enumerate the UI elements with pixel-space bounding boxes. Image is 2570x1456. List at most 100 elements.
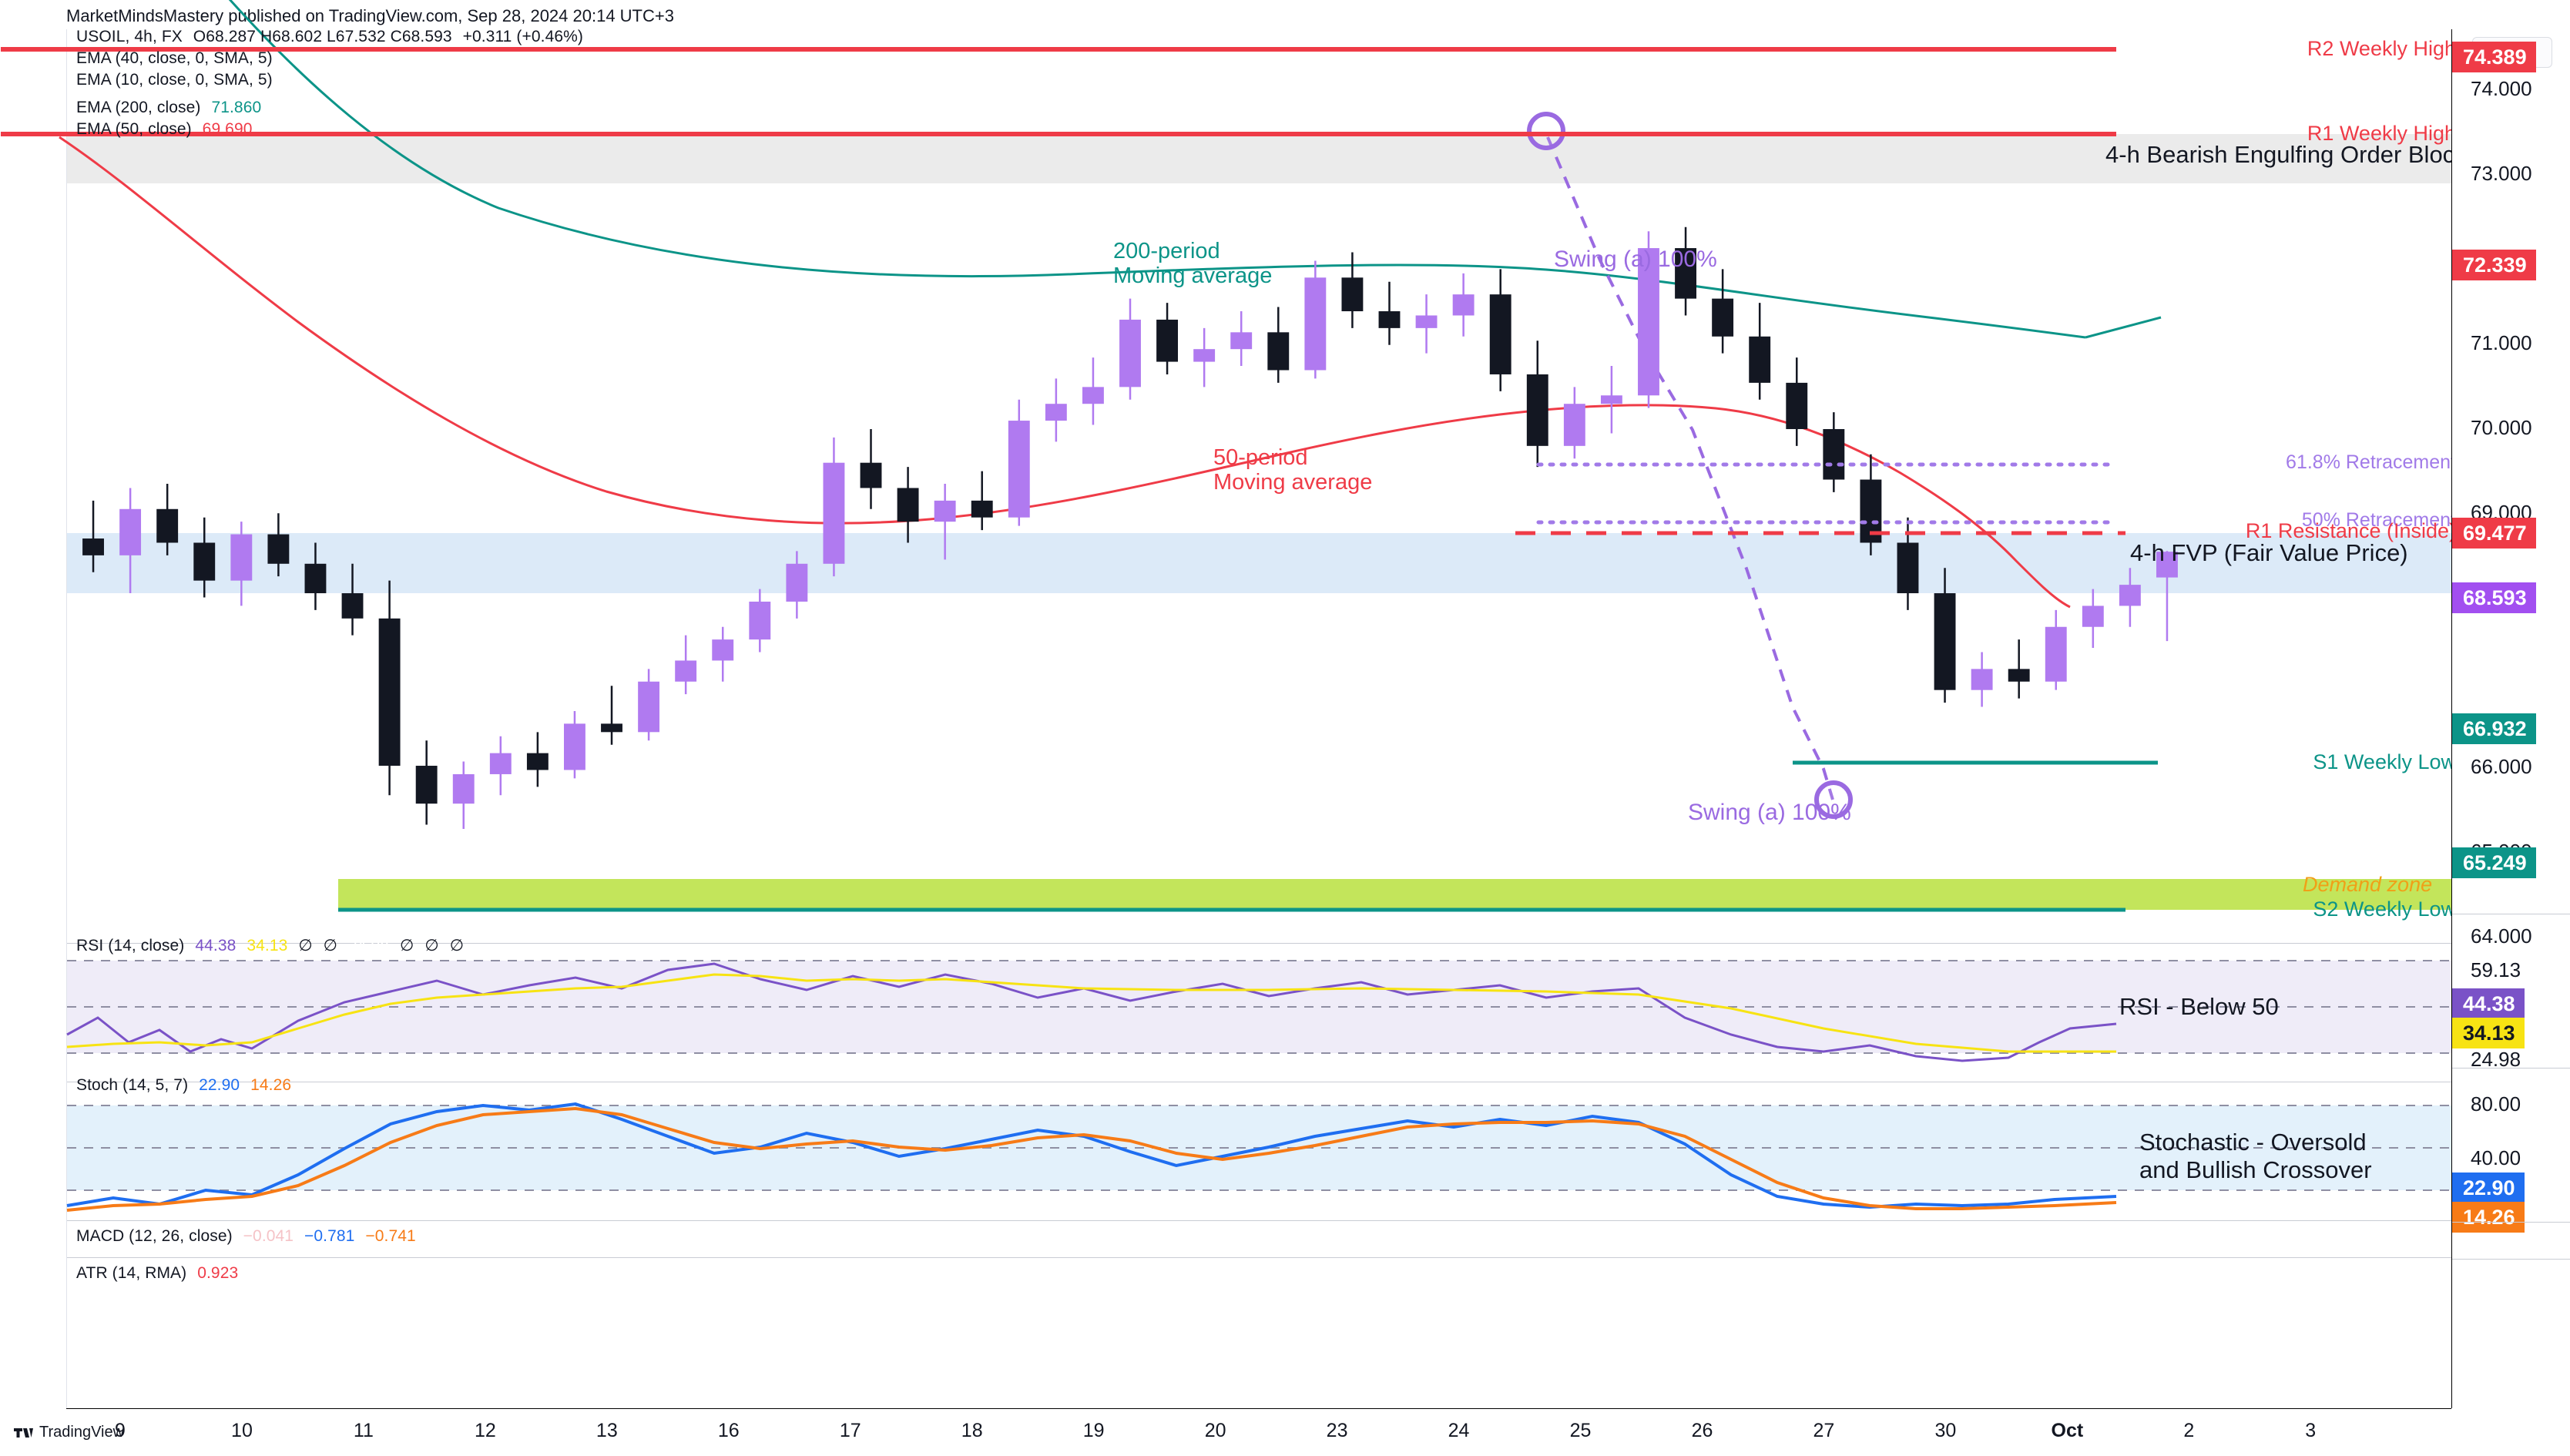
candle-body bbox=[1712, 298, 1734, 337]
time-axis-tick: 10 bbox=[231, 1420, 253, 1441]
price-chip-last-price: 68.593 bbox=[2452, 582, 2536, 613]
time-axis-tick: 16 bbox=[717, 1420, 740, 1441]
stoch-d-line bbox=[66, 1106, 2117, 1212]
candle-body bbox=[1897, 542, 1919, 594]
rsi-pane: RSI (14, close) 44.38 34.13 ∅ ∅ 24.98 ∅ … bbox=[66, 937, 2452, 1082]
candle-body bbox=[823, 462, 845, 564]
price-axis[interactable]: USD 74.000 73.000 72.000 71.000 70.000 6… bbox=[2451, 29, 2570, 1408]
symbol-name: USOIL, 4h, FX bbox=[76, 28, 183, 45]
rsi-value-6: ∅ bbox=[400, 937, 414, 954]
retracement-618-label: 61.8% Retracement bbox=[2286, 451, 2456, 473]
r1-resistance-label: R1 Resistance (Inside) bbox=[2245, 519, 2456, 542]
candle-body bbox=[1786, 382, 1808, 429]
rsi-chip-signal: 34.13 bbox=[2452, 1018, 2525, 1048]
swing-top-marker bbox=[1527, 112, 1565, 150]
symbol-change: +0.311 (+0.46%) bbox=[462, 28, 583, 45]
ema10-legend: EMA (10, close, 0, SMA, 5) bbox=[76, 71, 273, 89]
rsi-axis-tick-59: 59.13 bbox=[2471, 958, 2521, 981]
ema50-legend-name: EMA (50, close) bbox=[76, 120, 192, 138]
publisher-line: MarketMindsMastery published on TradingV… bbox=[66, 6, 674, 25]
stoch-value-1: 22.90 bbox=[199, 1076, 240, 1094]
stoch-value-2: 14.26 bbox=[250, 1076, 292, 1094]
price-series-svg bbox=[1, 0, 2178, 912]
candle-body bbox=[1267, 332, 1290, 371]
time-axis-tick: 3 bbox=[2305, 1420, 2317, 1441]
atr-pane: ATR (14, RMA) 0.923 bbox=[67, 1257, 2452, 1294]
candle-body bbox=[1230, 332, 1253, 350]
atr-legend: ATR (14, RMA) 0.923 bbox=[76, 1264, 238, 1283]
candle-body bbox=[1526, 374, 1548, 446]
time-axis-tick: 12 bbox=[474, 1420, 496, 1441]
candle-body bbox=[2008, 669, 2030, 682]
candle-body bbox=[1934, 593, 1956, 690]
time-axis-tick: 23 bbox=[1326, 1420, 1348, 1441]
ema40-legend: EMA (40, close, 0, SMA, 5) bbox=[76, 49, 273, 67]
symbol-legend: USOIL, 4h, FX O68.287 H68.602 L67.532 C6… bbox=[76, 28, 583, 46]
ma200-label-line2: Moving average bbox=[1113, 263, 1273, 288]
time-axis-tick: 18 bbox=[961, 1420, 983, 1441]
candle-body bbox=[564, 723, 585, 770]
price-chip-r2-high: 74.389 bbox=[2452, 42, 2536, 72]
candle-body bbox=[675, 660, 697, 682]
candle-body bbox=[786, 563, 808, 602]
candle-body bbox=[341, 593, 364, 619]
candle-body bbox=[1304, 277, 1327, 371]
tradingview-logo-text: TradingView bbox=[39, 1424, 125, 1441]
candle-body bbox=[526, 753, 549, 770]
rsi-value-2: 34.13 bbox=[247, 937, 288, 954]
ma200-label-line1: 200-period bbox=[1113, 239, 1220, 263]
time-axis-tick: 11 bbox=[353, 1420, 374, 1441]
stoch-legend: Stoch (14, 5, 7) 22.90 14.26 bbox=[76, 1076, 291, 1095]
stoch-note-line2: and Bullish Crossover bbox=[2139, 1156, 2372, 1183]
rsi-note-annotation: RSI - Below 50 bbox=[2119, 993, 2279, 1020]
order-block-leader bbox=[2085, 316, 2162, 339]
candle-body bbox=[2119, 585, 2141, 606]
candle-body bbox=[1638, 248, 1659, 396]
candle-body bbox=[1119, 319, 1141, 387]
candle-body bbox=[1600, 395, 1622, 404]
macd-value-2: −0.781 bbox=[304, 1227, 355, 1245]
axis-tick-66: 66.000 bbox=[2471, 755, 2532, 778]
candle-body bbox=[267, 534, 290, 564]
candle-body bbox=[1008, 421, 1030, 518]
macd-value-3: −0.741 bbox=[365, 1227, 416, 1245]
rsi-svg bbox=[66, 960, 2452, 1062]
demand-zone bbox=[338, 879, 2452, 910]
ema50-line bbox=[59, 136, 2071, 609]
candle-body bbox=[1563, 404, 1585, 446]
candle-body bbox=[1749, 336, 1771, 383]
time-axis-tick: 27 bbox=[1813, 1420, 1835, 1441]
candle-body bbox=[452, 773, 475, 804]
time-axis-tick: 17 bbox=[839, 1420, 861, 1441]
rsi-value-1: 44.38 bbox=[195, 937, 237, 954]
candle-body bbox=[897, 488, 919, 522]
candle-body bbox=[415, 766, 438, 804]
time-axis-tick: 24 bbox=[1448, 1420, 1470, 1441]
demand-zone-annotation: Demand zone bbox=[2303, 873, 2433, 896]
candle-body bbox=[378, 618, 401, 767]
candle-body bbox=[1193, 349, 1216, 362]
time-axis-tick: 20 bbox=[1204, 1420, 1226, 1441]
ma50-label-line2: Moving average bbox=[1213, 470, 1373, 495]
main-plot-frame: 200-period Moving average 50-period Movi… bbox=[1, 0, 2467, 1408]
ema200-legend-value: 71.860 bbox=[211, 99, 262, 116]
stoch-note-line1: Stochastic - Oversold bbox=[2139, 1129, 2367, 1156]
candle-body bbox=[489, 753, 512, 774]
candle-body bbox=[971, 500, 993, 518]
candle-body bbox=[1675, 248, 1696, 299]
candle-body bbox=[1045, 404, 1067, 421]
stoch-note-annotation: Stochastic - Oversold and Bullish Crosso… bbox=[2139, 1129, 2372, 1184]
candle-body bbox=[1082, 387, 1104, 404]
macd-legend-name: MACD (12, 26, close) bbox=[76, 1227, 233, 1245]
candle-body bbox=[230, 534, 253, 581]
ema50-legend: EMA (50, close) 69.690 bbox=[76, 120, 253, 139]
macd-value-1: −0.041 bbox=[243, 1227, 294, 1245]
time-axis-tick: 30 bbox=[1934, 1420, 1957, 1441]
price-chip-s1-low: 66.932 bbox=[2452, 713, 2536, 744]
time-axis[interactable]: 9 10 11 12 13 16 17 18 19 20 23 24 25 26 27 30 Oct 2 3 bbox=[66, 1408, 2451, 1453]
axis-tick-64: 64.000 bbox=[2471, 924, 2532, 948]
rsi-line bbox=[66, 962, 2117, 1062]
price-chip-r1-high: 72.339 bbox=[2452, 250, 2536, 280]
rsi-value-4: ∅ bbox=[323, 937, 338, 954]
